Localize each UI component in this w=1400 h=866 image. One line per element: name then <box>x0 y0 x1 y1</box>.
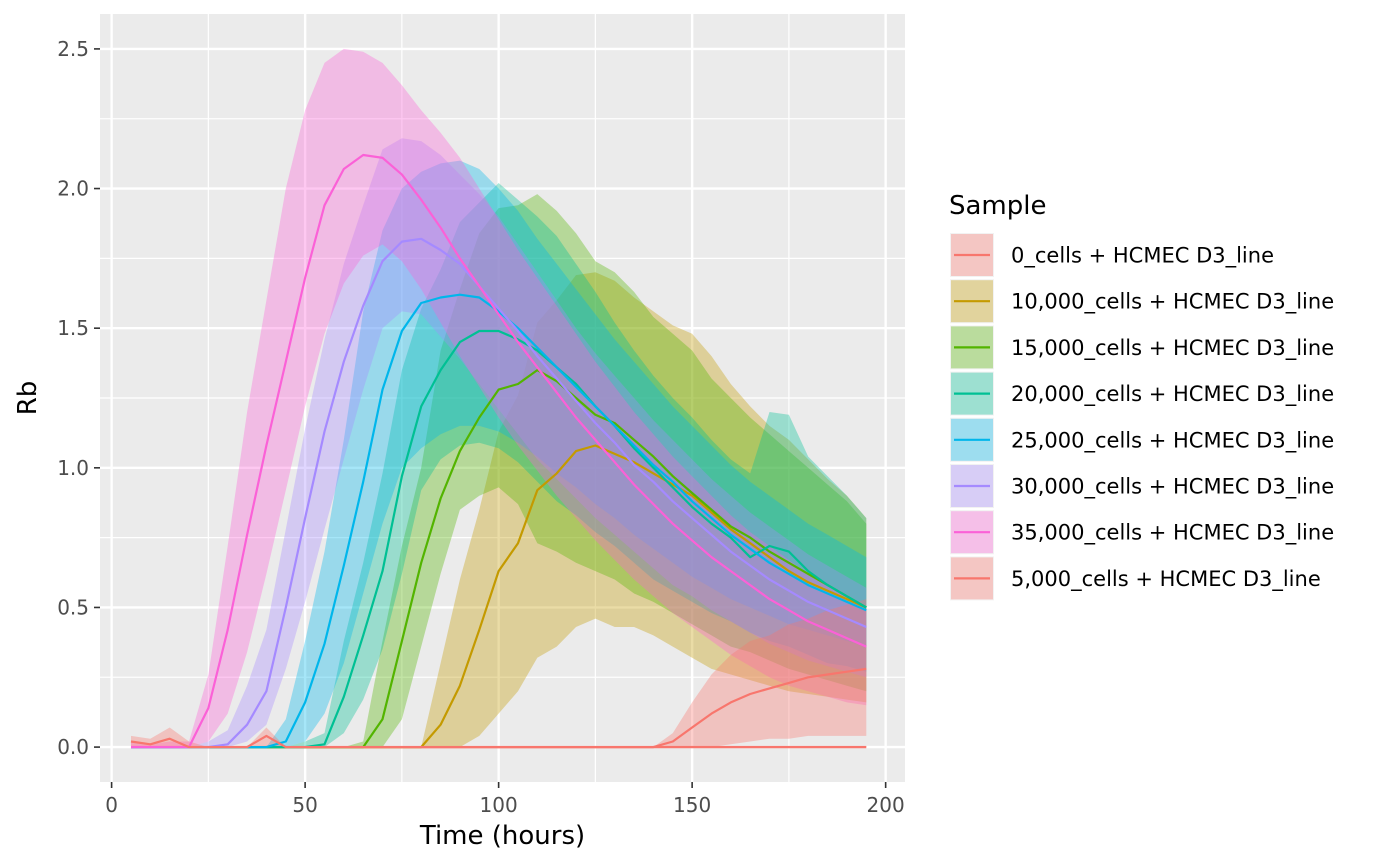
ribbon-series-1 <box>131 272 867 748</box>
grid-minor <box>100 14 905 782</box>
y-tick-label: 0.5 <box>57 595 89 619</box>
y-axis-title: Rb <box>13 381 43 416</box>
x-axis-title: Time (hours) <box>419 821 585 851</box>
legend-title: Sample <box>949 191 1047 221</box>
legend-label: 25,000_cells + HCMEC D3_line <box>1011 428 1334 453</box>
legend: Sample 0_cells + HCMEC D3_line 10,000_cel… <box>949 191 1334 601</box>
line-series-5 <box>131 237 867 749</box>
y-tick-label: 2.5 <box>57 37 89 61</box>
ribbon-series-2 <box>131 194 867 748</box>
y-tick-label: 1.0 <box>57 456 89 480</box>
ribbon-series-3 <box>131 183 867 748</box>
x-tick-label: 150 <box>673 793 711 817</box>
line-series-4 <box>131 293 867 749</box>
ribbon-series-5 <box>131 138 867 748</box>
x-tick-label: 100 <box>480 793 518 817</box>
series-layer <box>130 48 867 749</box>
legend-label: 20,000_cells + HCMEC D3_line <box>1011 382 1334 407</box>
y-tick-label: 1.5 <box>57 316 89 340</box>
ribbon-series-4 <box>131 160 867 748</box>
ribbon-series-7 <box>131 599 867 748</box>
ribbon-series-6 <box>131 48 867 748</box>
legend-label: 10,000_cells + HCMEC D3_line <box>1011 290 1334 315</box>
line-series-7 <box>130 667 867 749</box>
legend-label: 5,000_cells + HCMEC D3_line <box>1011 567 1321 592</box>
y-tick-label: 2.0 <box>57 177 89 201</box>
x-tick-label: 50 <box>292 793 317 817</box>
x-tick-label: 0 <box>105 793 118 817</box>
legend-label: 15,000_cells + HCMEC D3_line <box>1011 336 1334 361</box>
y-tick-label: 0.0 <box>57 735 89 759</box>
line-series-6 <box>131 153 867 749</box>
axes-layer: 0.0 0.5 1.0 1.5 2.0 2.5 0 50 100 150 200 <box>57 37 905 817</box>
legend-label: 35,000_cells + HCMEC D3_line <box>1011 521 1334 546</box>
legend-label: 0_cells + HCMEC D3_line <box>1011 244 1274 269</box>
legend-label: 30,000_cells + HCMEC D3_line <box>1011 475 1334 500</box>
x-tick-label: 200 <box>867 793 905 817</box>
